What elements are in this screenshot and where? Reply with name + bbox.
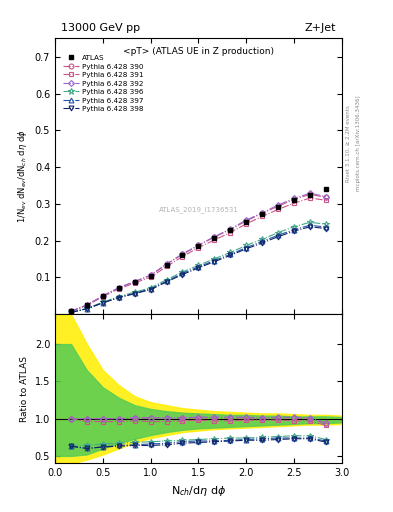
Text: Rivet 3.1.10, ≥ 2.2M events: Rivet 3.1.10, ≥ 2.2M events xyxy=(346,105,351,182)
Legend: ATLAS, Pythia 6.428 390, Pythia 6.428 391, Pythia 6.428 392, Pythia 6.428 396, P: ATLAS, Pythia 6.428 390, Pythia 6.428 39… xyxy=(61,53,145,114)
Text: ATLAS_2019_I1736531: ATLAS_2019_I1736531 xyxy=(158,206,239,213)
Text: 13000 GeV pp: 13000 GeV pp xyxy=(61,23,140,33)
Y-axis label: 1/N$_{ev}$ dN$_{ev}$/dN$_{ch}$ d$\eta$ d$\phi$: 1/N$_{ev}$ dN$_{ev}$/dN$_{ch}$ d$\eta$ d… xyxy=(16,130,29,223)
Text: Z+Jet: Z+Jet xyxy=(305,23,336,33)
Text: <pT> (ATLAS UE in Z production): <pT> (ATLAS UE in Z production) xyxy=(123,47,274,56)
X-axis label: N$_{ch}$/d$\eta$ d$\phi$: N$_{ch}$/d$\eta$ d$\phi$ xyxy=(171,484,226,498)
Text: mcplots.cern.ch [arXiv:1306.3436]: mcplots.cern.ch [arXiv:1306.3436] xyxy=(356,96,361,191)
Y-axis label: Ratio to ATLAS: Ratio to ATLAS xyxy=(20,356,29,422)
